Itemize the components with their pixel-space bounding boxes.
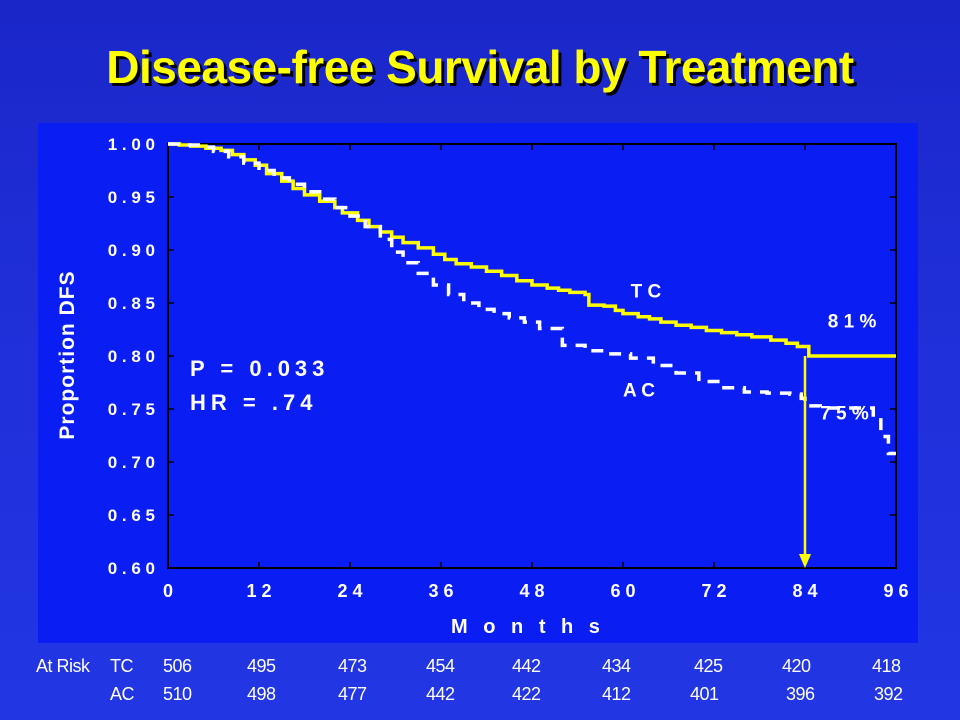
x-tick-label: 1 2 bbox=[246, 581, 271, 601]
at-risk-count: 473 bbox=[338, 656, 367, 676]
at-risk-count: 425 bbox=[694, 656, 723, 676]
at-risk-count: 498 bbox=[247, 684, 276, 704]
at-risk-label: At Risk bbox=[36, 656, 90, 676]
x-tick-label: 7 2 bbox=[701, 581, 726, 601]
series-line-tc bbox=[168, 142, 896, 358]
marker-arrow-head bbox=[799, 554, 811, 568]
series-line-ac bbox=[168, 142, 896, 456]
at-risk-count: 510 bbox=[163, 684, 192, 704]
chart-annotation: 7 5 % bbox=[820, 404, 869, 425]
at-risk-arm-label: AC bbox=[110, 684, 135, 704]
x-tick-label: 0 bbox=[163, 581, 173, 601]
hazard-ratio-label: HR = .74 bbox=[190, 390, 318, 415]
x-tick-label: 3 6 bbox=[428, 581, 453, 601]
x-tick-label: 6 0 bbox=[610, 581, 635, 601]
p-value-label: P = 0.033 bbox=[190, 356, 330, 381]
at-risk-count: 434 bbox=[602, 656, 631, 676]
y-axis-title: Proportion DFS bbox=[56, 270, 79, 440]
at-risk-count: 418 bbox=[872, 656, 901, 676]
y-tick-label: 0 . 8 5 bbox=[108, 294, 155, 313]
y-tick-label: 0 . 6 5 bbox=[108, 506, 155, 525]
at-risk-count: 401 bbox=[690, 684, 719, 704]
y-tick-label: 0 . 9 0 bbox=[108, 241, 155, 260]
y-tick-label: 0 . 7 0 bbox=[108, 453, 155, 472]
x-tick-label: 2 4 bbox=[337, 581, 362, 601]
chart-annotation: T C bbox=[631, 282, 662, 303]
at-risk-count: 454 bbox=[426, 656, 455, 676]
y-tick-label: 0 . 8 0 bbox=[108, 347, 155, 366]
plot-panel bbox=[38, 123, 918, 643]
at-risk-count: 420 bbox=[782, 656, 811, 676]
at-risk-row-tc: At Risk TC 506 495 473 454 442 434 425 4… bbox=[36, 656, 926, 676]
y-tick-label: 0 . 6 0 bbox=[108, 559, 155, 578]
at-risk-arm-label: TC bbox=[110, 656, 134, 676]
at-risk-count: 506 bbox=[163, 656, 192, 676]
at-risk-count: 392 bbox=[874, 684, 903, 704]
x-tick-label: 4 8 bbox=[519, 581, 544, 601]
at-risk-count: 442 bbox=[512, 656, 541, 676]
y-tick-label: 0 . 7 5 bbox=[108, 400, 155, 419]
slide-title: Disease-free Survival by Treatment bbox=[106, 41, 854, 93]
at-risk-count: 412 bbox=[602, 684, 631, 704]
x-tick-label: 9 6 bbox=[883, 581, 908, 601]
x-tick-label: 8 4 bbox=[792, 581, 817, 601]
chart-annotation: 8 1 % bbox=[828, 311, 877, 332]
at-risk-count: 495 bbox=[247, 656, 276, 676]
at-risk-row-ac: AC 510 498 477 442 422 412 401 396 392 bbox=[36, 684, 926, 704]
at-risk-count: 477 bbox=[338, 684, 367, 704]
x-axis-title: M o n t h s bbox=[451, 616, 605, 638]
y-tick-label: 0 . 9 5 bbox=[108, 188, 155, 207]
at-risk-count: 396 bbox=[786, 684, 815, 704]
at-risk-count: 442 bbox=[426, 684, 455, 704]
y-tick-label: 1 . 0 0 bbox=[108, 135, 155, 154]
at-risk-count: 422 bbox=[512, 684, 541, 704]
chart-annotation: A C bbox=[623, 380, 655, 401]
